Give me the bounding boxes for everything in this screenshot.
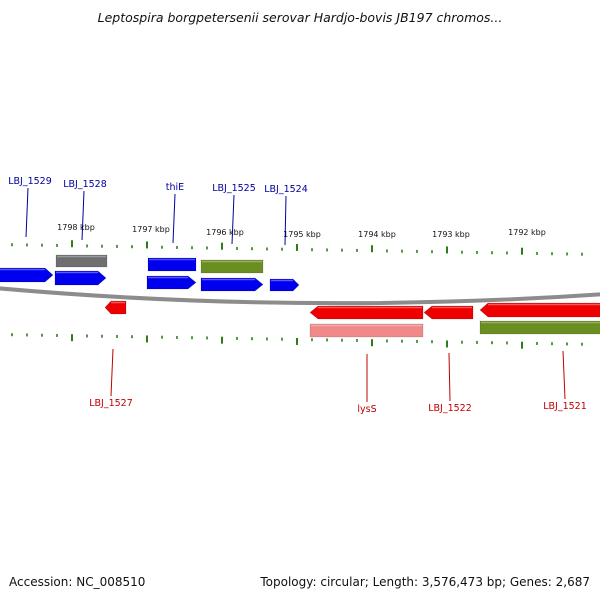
scale-label: 1796 kbp xyxy=(206,228,244,237)
gene-labels: LBJ_1529 LBJ_1528 thiE LBJ_1525 LBJ_1524 LBJ_… xyxy=(8,176,587,415)
gene-label-reverse: LBJ_1527 xyxy=(89,398,133,409)
label-leader-line xyxy=(231,194,235,245)
forward-gene-arrow xyxy=(146,275,197,290)
forward-gene-arrow xyxy=(0,267,54,283)
gene-label-reverse: lysS xyxy=(357,404,376,415)
olive-feature xyxy=(479,320,600,335)
gene-label-forward: LBJ_1524 xyxy=(264,184,308,195)
gene-label-reverse: LBJ_1521 xyxy=(543,401,587,412)
reverse-gene-arrow xyxy=(479,302,600,318)
map-title: Leptospira borgpetersenii serovar Hardjo… xyxy=(97,10,503,25)
reverse-gene-arrow xyxy=(309,305,424,320)
gene-label-forward: thiE xyxy=(166,182,184,193)
label-leader-line xyxy=(25,187,29,238)
pink-feature xyxy=(309,323,424,338)
gene-label-forward: LBJ_1528 xyxy=(63,179,107,190)
olive-feature xyxy=(200,259,264,274)
tick-marks xyxy=(11,240,583,349)
topology-text: Topology: circular; Length: 3,576,473 bp… xyxy=(260,575,590,589)
label-leader-line xyxy=(562,350,566,400)
label-leader-line xyxy=(110,348,114,397)
label-leader-line xyxy=(81,190,85,241)
forward-gene-arrow xyxy=(54,270,107,286)
gene-features xyxy=(0,254,600,338)
gene-label-forward: LBJ_1529 xyxy=(8,176,52,187)
forward-gene-arrow xyxy=(269,278,300,292)
gene-label-reverse: LBJ_1522 xyxy=(428,403,472,414)
reverse-gene-arrow xyxy=(104,300,127,315)
scale-label: 1797 kbp xyxy=(132,225,170,234)
label-leader-line xyxy=(284,195,287,246)
scale-labels: 1798 kbp 1797 kbp 1796 kbp 1795 kbp 1794 kbp… xyxy=(57,223,546,239)
accession-text: Accession: NC_008510 xyxy=(9,575,146,589)
gray-feature xyxy=(55,254,108,268)
scale-label: 1798 kbp xyxy=(57,223,95,232)
forward-gene xyxy=(147,257,197,272)
reverse-gene-arrow xyxy=(423,305,474,320)
label-leader-line xyxy=(448,352,451,402)
scale-label: 1792 kbp xyxy=(508,228,546,237)
forward-gene-arrow xyxy=(200,277,264,292)
backbone-arc xyxy=(0,286,600,306)
scale-label: 1795 kbp xyxy=(283,230,321,239)
scale-label: 1794 kbp xyxy=(358,230,396,239)
label-leader-line xyxy=(172,193,176,244)
gene-label-forward: LBJ_1525 xyxy=(212,183,256,194)
scale-label: 1793 kbp xyxy=(432,230,470,239)
